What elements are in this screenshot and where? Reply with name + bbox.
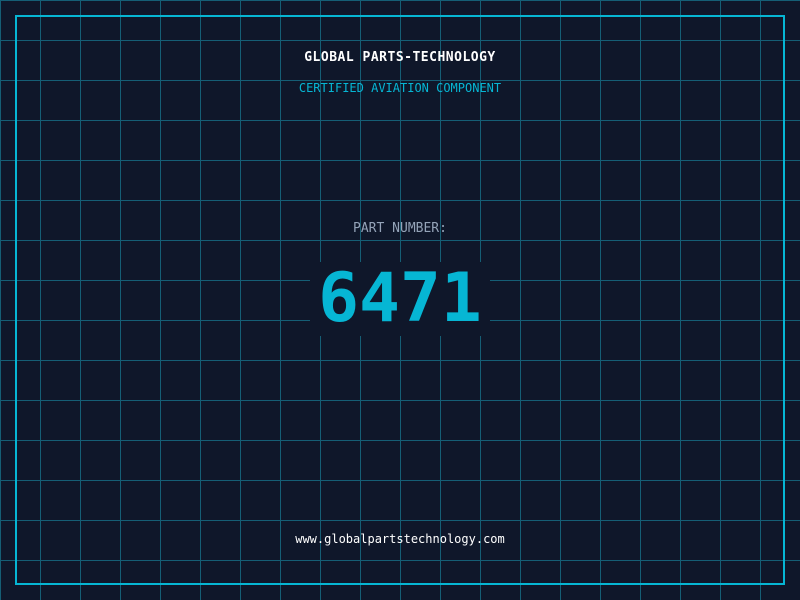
brand-title: GLOBAL PARTS-TECHNOLOGY (304, 50, 496, 65)
subtitle: CERTIFIED AVIATION COMPONENT (298, 81, 502, 95)
website-url: www.globalpartstechnology.com (295, 532, 505, 546)
part-number-label: PART NUMBER: (353, 221, 447, 236)
frame-border (15, 15, 785, 585)
part-number-value: 6471 (310, 262, 490, 336)
